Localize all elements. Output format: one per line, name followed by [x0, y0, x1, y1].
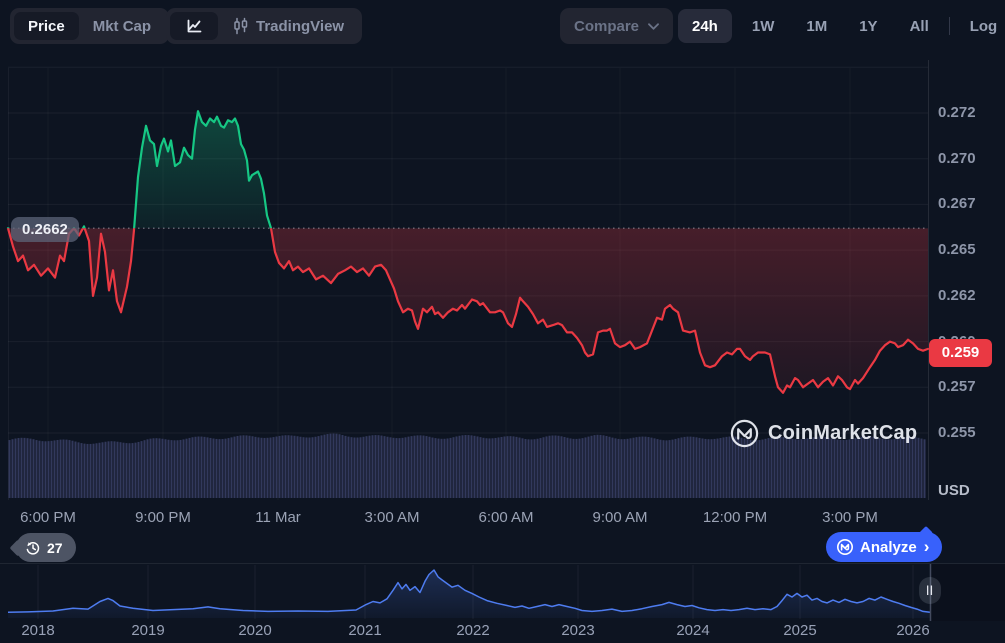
price-tick-label: 0.272: [938, 104, 976, 121]
price-tick-label: 0.267: [938, 195, 976, 213]
line-chart-icon: [187, 19, 202, 33]
tab-mktcap[interactable]: Mkt Cap: [79, 12, 165, 40]
year-tick-label: 2021: [348, 622, 382, 639]
time-tick-label: 3:00 PM: [822, 509, 878, 526]
analyze-button[interactable]: Analyze ›: [826, 532, 943, 562]
cmc-analyze-icon: [837, 539, 853, 555]
divider: [948, 17, 950, 35]
chart-toolbar: Price Mkt Cap TradingView Compare 24h 1W 1: [0, 0, 1005, 52]
tradingview-button[interactable]: TradingView: [218, 12, 358, 40]
axis-unit-label: USD: [938, 482, 970, 499]
tab-price[interactable]: Price: [14, 12, 79, 40]
log-scale-button[interactable]: Log: [958, 9, 1005, 43]
time-tick-label: 6:00 AM: [478, 509, 534, 526]
time-tick-label: 9:00 PM: [135, 509, 191, 526]
candlestick-icon: [234, 17, 248, 35]
year-tick-label: 2026: [896, 622, 930, 639]
year-tick-label: 2020: [238, 622, 272, 639]
line-chart-button[interactable]: [170, 12, 218, 40]
year-tick-label: 2018: [21, 622, 55, 639]
price-tick-label: 0.255: [938, 424, 976, 441]
price-tick-label: 0.270: [938, 149, 976, 167]
price-tick-label: 0.257: [938, 378, 976, 396]
watermark-label: CoinMarketCap: [768, 422, 918, 444]
time-tick-label: 11 Mar: [255, 509, 301, 526]
coinmarketcap-logo-icon: [730, 419, 759, 448]
minimap-brush-handle[interactable]: ||: [919, 577, 941, 604]
history-icon: [26, 541, 40, 555]
price-tick-label: 0.265: [938, 241, 976, 259]
coinmarketcap-watermark: CoinMarketCap: [729, 418, 917, 449]
year-tick-label: 2022: [456, 622, 490, 639]
history-badge[interactable]: 27: [16, 533, 76, 562]
range-24h[interactable]: 24h: [678, 9, 732, 43]
time-tick-label: 12:00 PM: [702, 509, 768, 526]
year-tick-label: 2024: [676, 622, 710, 639]
history-count: 27: [47, 539, 63, 556]
chevron-down-icon: [648, 22, 659, 30]
range-1w[interactable]: 1W: [740, 9, 787, 43]
range-all[interactable]: All: [898, 9, 941, 43]
time-tick-label: 6:00 PM: [20, 509, 76, 526]
tradingview-label: TradingView: [256, 17, 345, 35]
year-tick-label: 2023: [561, 622, 595, 639]
current-price-badge: 0.259: [929, 339, 992, 367]
range-1m[interactable]: 1M: [794, 9, 839, 43]
metric-toggle: Price Mkt Cap: [10, 8, 170, 44]
time-tick-label: 3:00 AM: [364, 509, 420, 526]
compare-button[interactable]: Compare: [560, 8, 674, 44]
chart-type-toggle: TradingView: [166, 8, 363, 44]
price-tick-label: 0.262: [938, 286, 976, 304]
chevron-right-icon: ›: [923, 537, 930, 556]
analyze-label: Analyze: [860, 538, 917, 556]
year-tick-label: 2019: [131, 622, 165, 639]
year-tick-label: 2025: [783, 622, 817, 639]
range-1y[interactable]: 1Y: [847, 9, 889, 43]
range-selector: 24h 1W 1M 1Y All Log: [678, 8, 1005, 44]
range-buttons: 24h 1W 1M 1Y All: [678, 9, 941, 43]
baseline-price-badge: 0.2662: [11, 217, 79, 242]
time-tick-label: 9:00 AM: [592, 509, 648, 526]
